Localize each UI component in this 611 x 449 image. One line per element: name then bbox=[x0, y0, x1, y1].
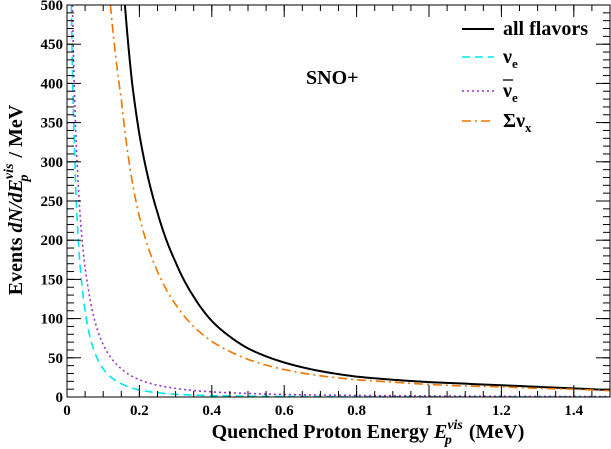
chart-annotation: SNO+ bbox=[306, 67, 359, 89]
legend-label: νe bbox=[502, 80, 518, 105]
legend-label: Σνx bbox=[503, 110, 532, 135]
y-axis-label: Events dN/dEvisp / MeV bbox=[2, 104, 32, 295]
series-line bbox=[70, 5, 610, 397]
y-tick-label: 0 bbox=[56, 390, 64, 406]
y-tick-label: 50 bbox=[48, 351, 63, 367]
x-tick-label: 1 bbox=[425, 403, 433, 419]
y-tick-label: 300 bbox=[41, 155, 64, 171]
y-tick-label: 500 bbox=[41, 0, 64, 14]
x-tick-label: 0 bbox=[63, 403, 71, 419]
axes: 0 0.2 0.4 0.6 0.8 1 1.2 1.4 0 50 100 150 200 250 300 35… bbox=[41, 0, 611, 419]
x-tick-label: 1.4 bbox=[564, 403, 583, 419]
y-tick-label: 200 bbox=[41, 233, 64, 249]
series-lines bbox=[70, 5, 610, 397]
x-axis-label: Quenched Proton Energy Evis p (MeV) bbox=[212, 418, 525, 448]
legend-label: all flavors bbox=[503, 18, 588, 40]
x-tick-label: 0.6 bbox=[275, 403, 294, 419]
series-line bbox=[123, 5, 610, 391]
series-line bbox=[109, 5, 610, 392]
x-tick-label: 0.2 bbox=[130, 403, 149, 419]
y-tick-label: 350 bbox=[41, 116, 64, 132]
y-tick-label: 250 bbox=[41, 194, 64, 210]
y-tick-label: 450 bbox=[41, 37, 64, 53]
y-tick-label: 400 bbox=[41, 76, 64, 92]
x-tick-label: 0.8 bbox=[347, 403, 366, 419]
legend-label: νe bbox=[502, 46, 518, 71]
x-tick-label: 1.2 bbox=[492, 403, 511, 419]
legend: all flavors νe νe Σνx bbox=[462, 18, 588, 135]
y-tick-label: 100 bbox=[41, 312, 64, 328]
x-tick-label: 0.4 bbox=[202, 403, 221, 419]
plot-frame bbox=[66, 4, 611, 398]
y-tick-label: 150 bbox=[41, 272, 64, 288]
